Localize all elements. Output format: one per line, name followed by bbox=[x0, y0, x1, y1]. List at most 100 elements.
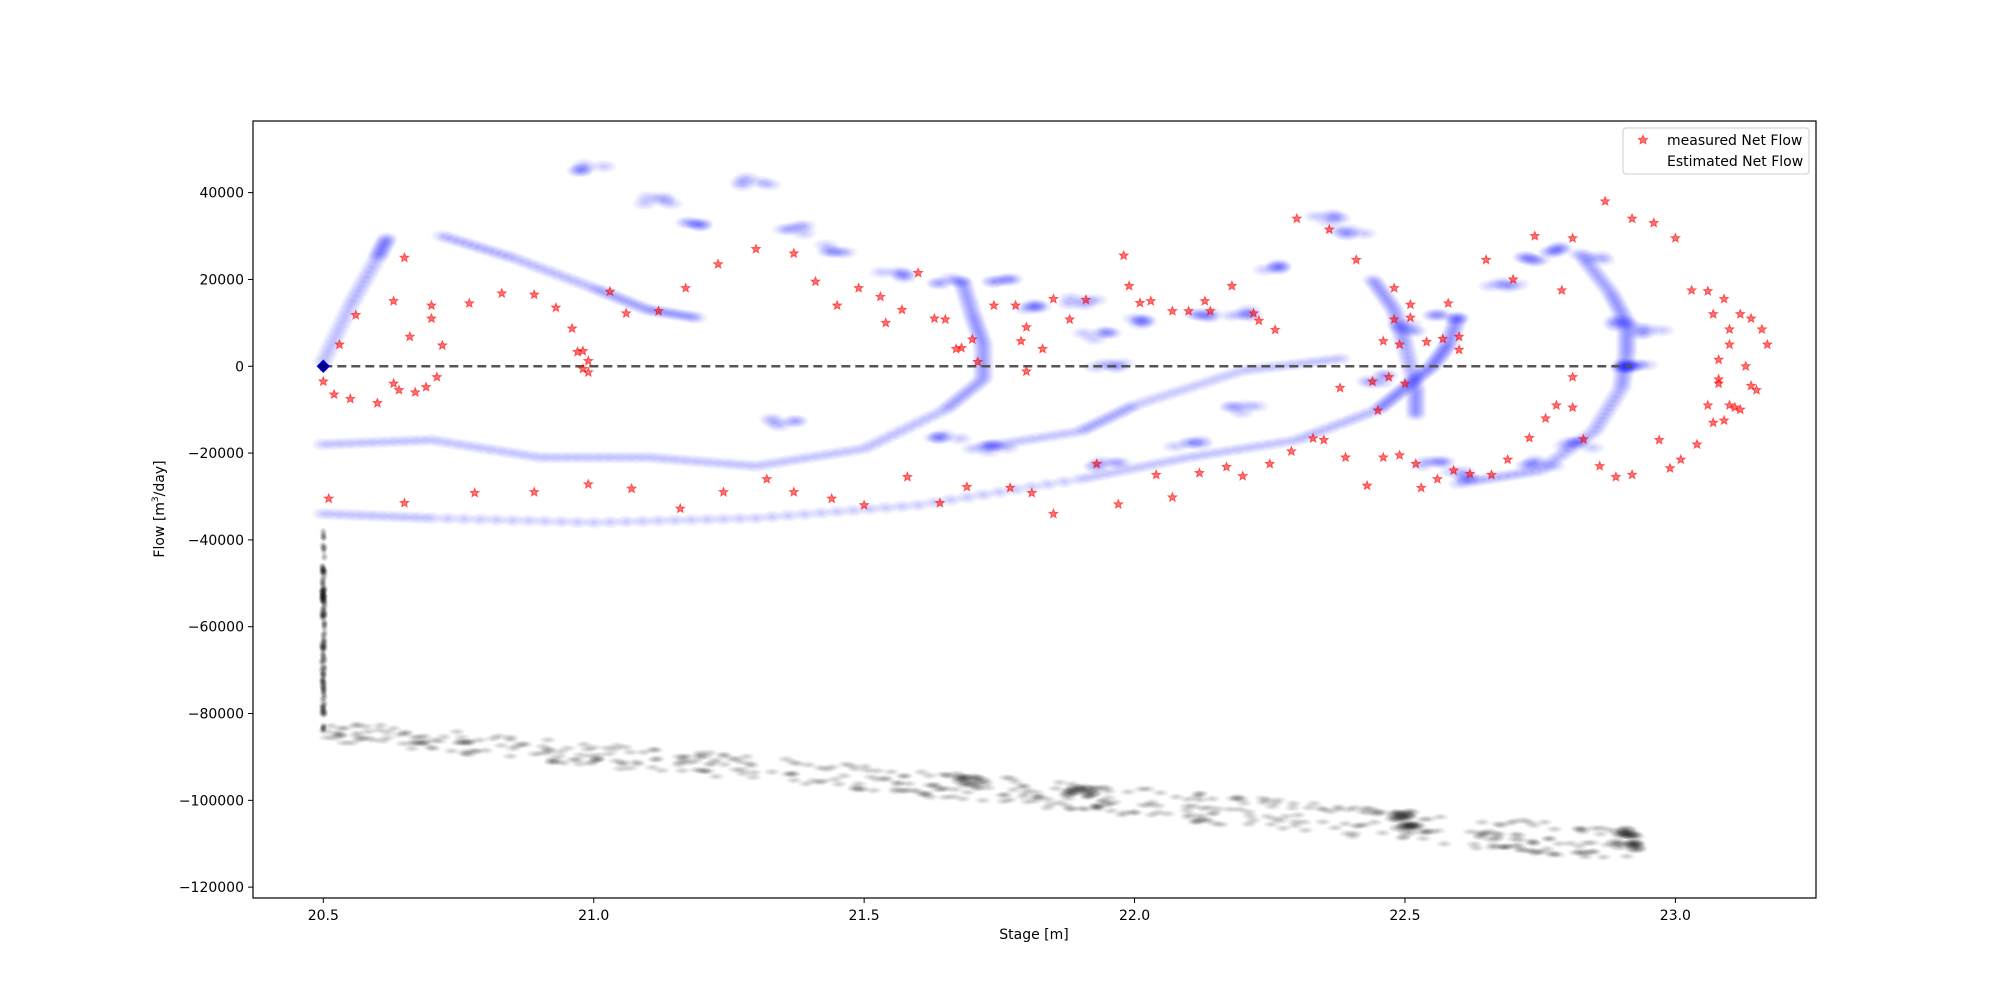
estimated-flow-cluster-mark bbox=[1265, 258, 1294, 273]
measured-flow-point bbox=[317, 375, 329, 387]
estimated-flow-cluster-mark bbox=[747, 175, 776, 190]
black-cloud-band-mark bbox=[1283, 803, 1302, 812]
black-cloud-band-mark bbox=[782, 769, 801, 778]
x-tick-label: 22.5 bbox=[1389, 908, 1420, 924]
measured-flow-point bbox=[1745, 379, 1757, 391]
measured-flow-point bbox=[393, 384, 405, 395]
measured-flow-point bbox=[604, 285, 616, 297]
measured-flow-point bbox=[1669, 232, 1682, 243]
measured-flow-point bbox=[1740, 360, 1752, 372]
black-cloud-band-mark bbox=[1149, 808, 1168, 817]
black-cloud-band-mark bbox=[1138, 784, 1157, 793]
measured-flow-point bbox=[436, 339, 449, 351]
measured-flow-point bbox=[674, 502, 686, 514]
black-cloud-vertical-mark bbox=[320, 706, 329, 717]
estimated-flow-mark bbox=[1403, 408, 1428, 423]
black-cloud-band-mark bbox=[895, 786, 914, 795]
measured-flow-point bbox=[912, 266, 924, 278]
measured-flow-point bbox=[333, 338, 346, 350]
axes-frame bbox=[252, 120, 1817, 899]
black-cloud-vertical-mark bbox=[319, 644, 328, 655]
measured-flow-point bbox=[463, 297, 476, 309]
measured-flow-point bbox=[901, 470, 914, 482]
measured-flow-point bbox=[1691, 438, 1703, 450]
black-cloud-band-mark bbox=[864, 786, 883, 795]
measured-flow-point bbox=[788, 247, 800, 259]
measured-flow-point bbox=[1399, 377, 1411, 389]
measured-flow-point bbox=[1729, 401, 1741, 413]
measured-flow-point bbox=[431, 371, 443, 382]
measured-flow-point bbox=[1204, 305, 1216, 316]
black-cloud-band-mark bbox=[1326, 823, 1345, 832]
measured-flow-point bbox=[1485, 468, 1498, 480]
measured-flow-point bbox=[1388, 313, 1400, 325]
black-cloud-band-mark bbox=[1228, 792, 1247, 801]
estimated-flow-cluster-mark bbox=[981, 438, 1010, 453]
measured-flow-point bbox=[831, 299, 843, 311]
black-cloud-band-mark bbox=[675, 756, 694, 765]
measured-flow-point bbox=[1415, 481, 1427, 493]
black-cloud-dense-mark bbox=[1403, 821, 1428, 832]
estimated-flow-cluster-mark bbox=[1538, 245, 1567, 260]
black-cloud-band-mark bbox=[744, 773, 763, 782]
black-cloud-band-mark bbox=[421, 743, 440, 752]
measured-flow-point bbox=[1264, 457, 1276, 469]
black-cloud-vertical-mark bbox=[320, 609, 329, 620]
measured-flow-point bbox=[1366, 375, 1379, 387]
black-cloud-vertical-mark bbox=[318, 585, 327, 596]
measured-flow-point bbox=[1339, 451, 1352, 463]
y-tick-label: −60000 bbox=[188, 620, 244, 636]
measured-flow-point bbox=[1361, 479, 1373, 491]
black-cloud-band-mark bbox=[584, 743, 603, 752]
estimated-flow-cluster-mark bbox=[1516, 457, 1545, 472]
measured-flow-point bbox=[1718, 293, 1730, 304]
x-tick-label: 20.5 bbox=[308, 908, 339, 924]
measured-flow-point bbox=[1577, 433, 1590, 444]
measured-flow-point bbox=[404, 330, 416, 342]
measured-flow-point bbox=[1599, 195, 1611, 207]
black-cloud-vertical-mark bbox=[319, 630, 328, 641]
black-cloud-band-mark bbox=[1544, 849, 1563, 858]
estimated-flow-cluster-mark bbox=[1624, 321, 1653, 336]
measured-flow-point bbox=[1269, 323, 1281, 335]
measured-flow-point bbox=[1567, 401, 1579, 413]
black-cloud-band-mark bbox=[673, 766, 692, 775]
measured-flow-point bbox=[1377, 335, 1390, 346]
legend-label-estimated: Estimated Net Flow bbox=[1667, 154, 1803, 170]
measured-flow-point bbox=[896, 303, 908, 315]
y-tick-label: −20000 bbox=[188, 446, 244, 462]
black-cloud-band-mark bbox=[1561, 839, 1580, 848]
black-cloud-band-mark bbox=[1329, 805, 1348, 814]
legend-box bbox=[1622, 127, 1810, 175]
black-cloud-vertical-mark bbox=[318, 680, 327, 691]
measured-flow-point bbox=[1236, 470, 1249, 481]
measured-flow-point bbox=[1291, 212, 1303, 224]
black-cloud-band-mark bbox=[1583, 838, 1602, 847]
black-cloud-band-mark bbox=[1038, 803, 1057, 812]
measured-flow-point bbox=[1529, 230, 1541, 241]
black-cloud-dense-mark bbox=[1064, 783, 1089, 794]
estimated-flow-cluster-mark bbox=[1336, 222, 1365, 237]
black-cloud-band-mark bbox=[1274, 824, 1293, 833]
estimated-flow-cluster-mark bbox=[1573, 252, 1602, 267]
black-cloud-band-mark bbox=[1088, 801, 1107, 810]
x-tick-label: 21.5 bbox=[849, 908, 880, 924]
estimated-flow-cluster-mark bbox=[1102, 360, 1131, 375]
measured-flow-point bbox=[577, 362, 589, 374]
black-cloud-band-mark bbox=[994, 797, 1013, 806]
measured-flow-point bbox=[1761, 338, 1773, 350]
measured-flow-point bbox=[1393, 338, 1406, 350]
black-cloud-band-mark bbox=[1050, 798, 1069, 807]
black-cloud-band-mark bbox=[1338, 829, 1357, 838]
measured-flow-point bbox=[1410, 457, 1422, 469]
measured-flow-point bbox=[679, 282, 692, 293]
black-cloud-band-mark bbox=[1373, 828, 1392, 837]
measured-flow-point bbox=[1648, 217, 1660, 228]
black-cloud-band-mark bbox=[1489, 820, 1508, 829]
black-cloud-band-mark bbox=[1026, 796, 1045, 805]
black-cloud-band-mark bbox=[727, 754, 746, 763]
estimated-flow-cluster-mark bbox=[996, 273, 1025, 288]
measured-flow-point bbox=[328, 388, 340, 400]
estimated-flow-cluster-mark bbox=[925, 430, 954, 445]
measured-flow-point bbox=[1285, 445, 1298, 457]
